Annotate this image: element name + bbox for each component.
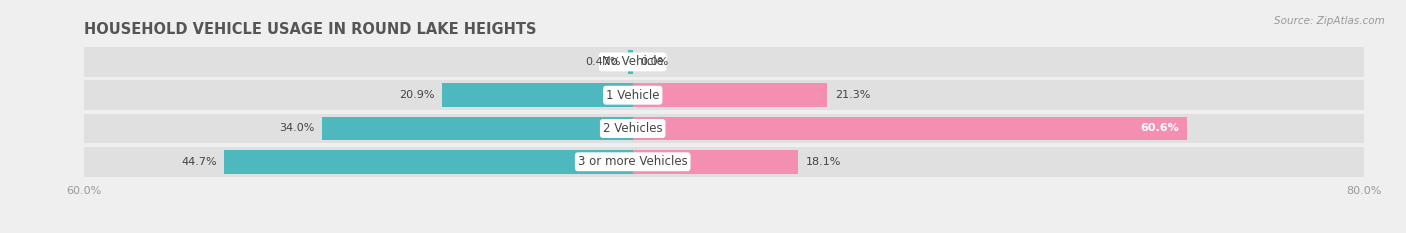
Bar: [84, 80, 1364, 110]
Bar: [628, 50, 633, 74]
Text: 60.6%: 60.6%: [1140, 123, 1180, 134]
Bar: [633, 116, 1187, 140]
Text: 0.47%: 0.47%: [585, 57, 621, 67]
Bar: [633, 83, 827, 107]
Bar: [441, 83, 633, 107]
Text: 44.7%: 44.7%: [181, 157, 217, 167]
Text: 2 Vehicles: 2 Vehicles: [603, 122, 662, 135]
Text: 34.0%: 34.0%: [280, 123, 315, 134]
Text: Source: ZipAtlas.com: Source: ZipAtlas.com: [1274, 16, 1385, 26]
Bar: [84, 113, 1364, 144]
Text: 0.0%: 0.0%: [640, 57, 668, 67]
Bar: [224, 150, 633, 174]
Legend: Owner-occupied, Renter-occupied: Owner-occupied, Renter-occupied: [600, 230, 848, 233]
Text: 18.1%: 18.1%: [806, 157, 841, 167]
Text: 3 or more Vehicles: 3 or more Vehicles: [578, 155, 688, 168]
Bar: [322, 116, 633, 140]
Bar: [84, 147, 1364, 177]
Bar: [84, 47, 1364, 77]
Bar: [633, 150, 799, 174]
Text: 1 Vehicle: 1 Vehicle: [606, 89, 659, 102]
Text: 21.3%: 21.3%: [835, 90, 870, 100]
Text: No Vehicle: No Vehicle: [602, 55, 664, 69]
Text: HOUSEHOLD VEHICLE USAGE IN ROUND LAKE HEIGHTS: HOUSEHOLD VEHICLE USAGE IN ROUND LAKE HE…: [84, 22, 537, 37]
Text: 20.9%: 20.9%: [399, 90, 434, 100]
